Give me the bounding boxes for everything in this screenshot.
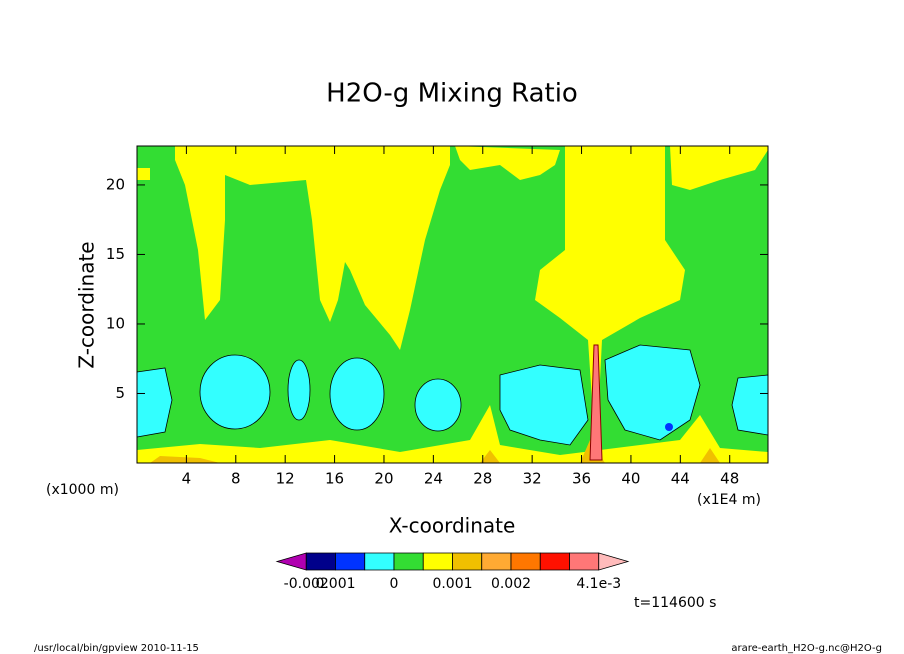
colorbar-swatch <box>422 552 453 571</box>
colorbar-swatch <box>539 552 570 571</box>
colorbar-label: 4.1e-3 <box>576 576 621 592</box>
y-tick-label: 5 <box>115 384 125 402</box>
x-tick-label: 12 <box>276 470 295 488</box>
x-tick-label: 4 <box>182 470 192 488</box>
colorbar-swatch <box>452 552 483 571</box>
x-tick-label: 28 <box>473 470 492 488</box>
footer: arare-earth_H2O-g.nc@H2O-g <box>731 643 882 654</box>
colorbar-swatch <box>364 552 395 571</box>
colorbar-label: 0.002 <box>491 576 531 592</box>
x-tick-label: 20 <box>374 470 393 488</box>
x-tick-label: 32 <box>523 470 542 488</box>
colorbar-label: 0.001 <box>315 576 355 592</box>
y-tick-label: 20 <box>106 175 125 193</box>
x-axis-label: X-coordinate <box>389 514 516 538</box>
time-label: t=114600 s <box>634 595 716 611</box>
colorbar-swatch <box>510 552 541 571</box>
x-tick-label: 40 <box>621 470 640 488</box>
y-tick-label: 15 <box>106 245 125 263</box>
x-tick-label: 8 <box>231 470 241 488</box>
x-tick-label: 36 <box>572 470 591 488</box>
chart-title: H2O-g Mixing Ratio <box>326 79 578 109</box>
colorbar-label: 0.001 <box>432 576 472 592</box>
x-tick-label: 24 <box>424 470 443 488</box>
x-tick-label: 48 <box>720 470 739 488</box>
x-tick-label: 44 <box>671 470 690 488</box>
colorbar-swatch <box>305 552 336 571</box>
y-tick-label: 10 <box>106 314 125 332</box>
colorbar-swatch <box>335 552 366 571</box>
colorbar-swatch <box>481 552 512 571</box>
footer: /usr/local/bin/gpview 2010-11-15 <box>34 643 199 654</box>
x-unit: (x1E4 m) <box>697 492 761 508</box>
colorbar-swatch <box>598 552 630 571</box>
colorbar-label: -0.002 <box>284 576 329 592</box>
colorbar-swatch <box>275 552 307 571</box>
contour-field <box>136 145 769 464</box>
y-axis-label: Z-coordinate <box>75 241 99 368</box>
colorbar-swatch <box>393 552 424 571</box>
x-unit: (x1000 m) <box>46 482 119 498</box>
colorbar-swatch <box>569 552 600 571</box>
colorbar-label: 0 <box>390 576 399 592</box>
x-tick-label: 16 <box>325 470 344 488</box>
